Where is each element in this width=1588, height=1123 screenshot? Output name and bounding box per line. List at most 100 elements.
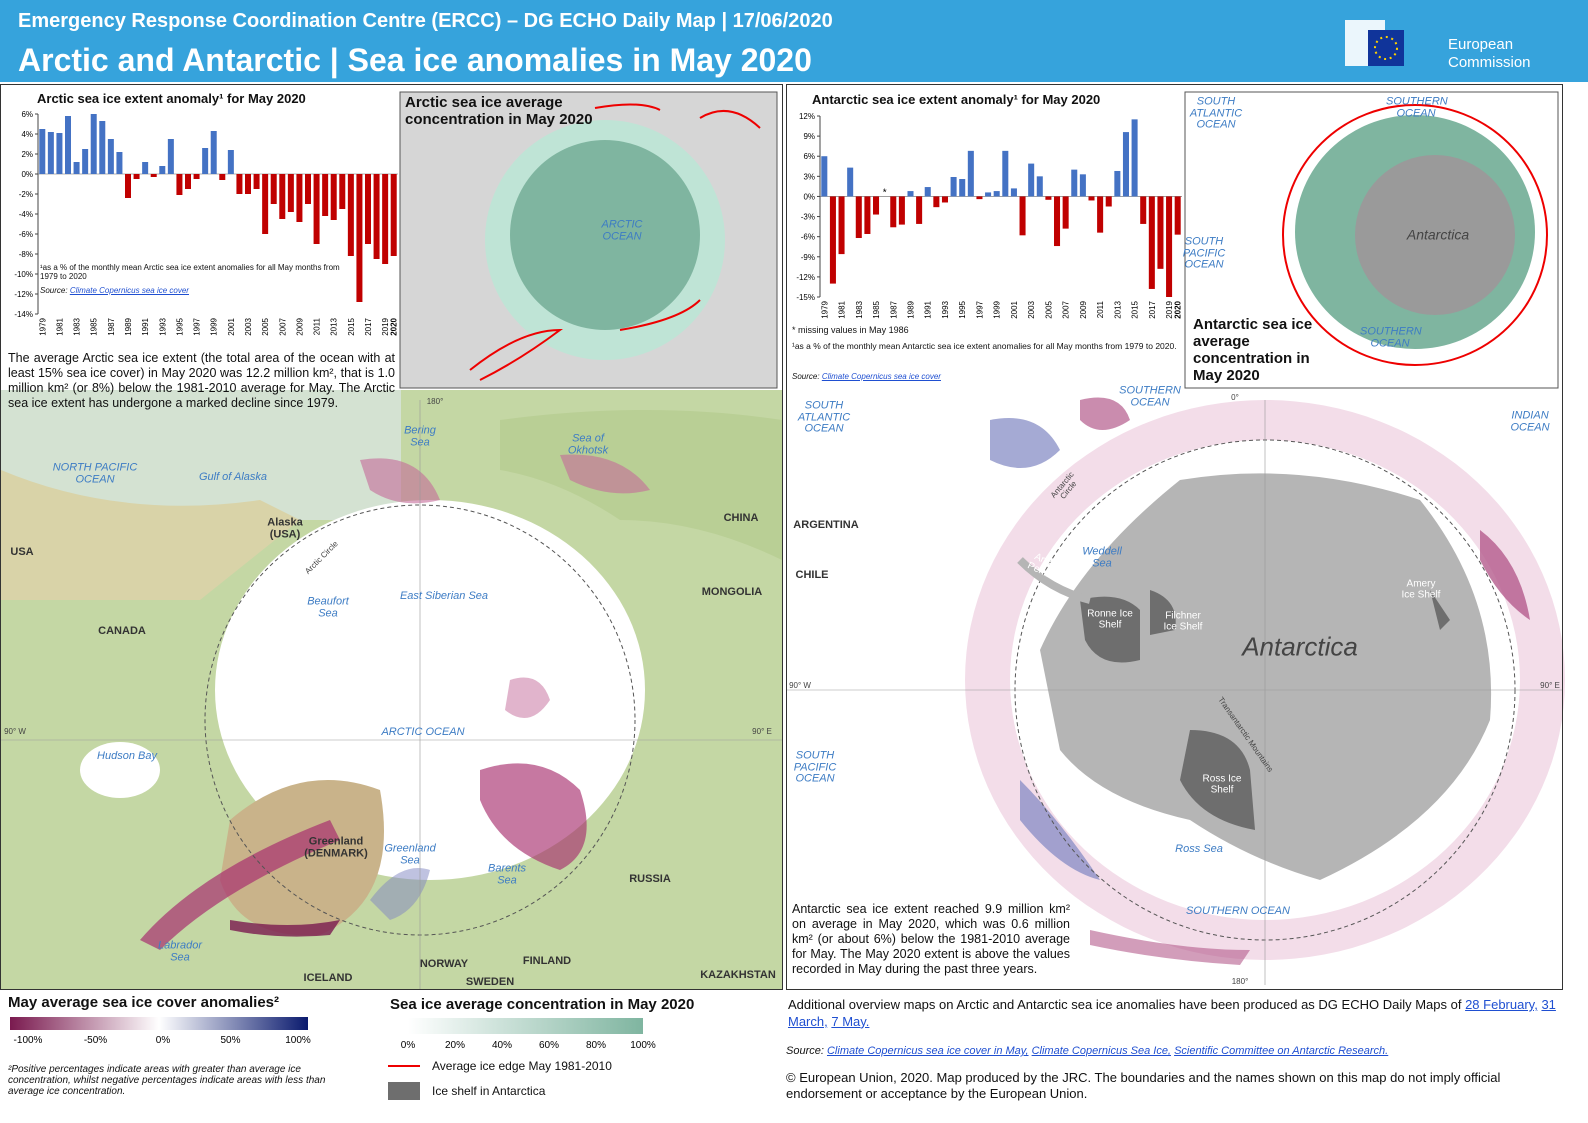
bar [339,174,346,209]
source-link[interactable]: Climate Copernicus Sea Ice, [1031,1045,1171,1057]
y-tick-label: -2% [19,190,33,199]
right-frame [786,84,1563,990]
map-label: Antarctica [1242,631,1358,662]
x-tick-label: 1995 [175,317,184,335]
map-label: ICELAND [303,972,353,985]
map-label: ARCTIC OCEAN [381,726,465,739]
legend-tick: 40% [491,1039,513,1051]
y-tick-label: 12% [799,112,815,121]
bar [1019,196,1026,236]
map-label: Filchner Ice Shelf [1163,610,1203,632]
map-label: Alaska (USA) [267,516,303,540]
inset-title: Arctic sea ice average concentration in … [405,94,593,128]
map-label: Gulf of Alaska [198,471,268,484]
more-link[interactable]: 31 March, [788,997,1556,1029]
y-tick-label: 0% [803,192,815,201]
x-tick-label: 2007 [1062,300,1071,318]
more-info: Additional overview maps on Arctic and A… [788,997,1568,1031]
bar [56,133,63,174]
bar [924,187,931,197]
bar [236,174,243,194]
x-tick-label: 1981 [838,300,847,318]
more-link[interactable]: 7 May. [831,1013,870,1029]
bar [305,174,311,204]
map-label: 180° [1231,976,1249,986]
x-tick-label: 1987 [107,317,116,335]
bar [227,150,234,174]
x-tick-label: 2009 [295,317,304,335]
x-tick-label: 2020 [390,317,399,335]
more-text: Additional overview maps on Arctic and A… [788,997,1462,1012]
bar [390,174,397,256]
y-tick-label: 3% [803,172,815,181]
legend-tick: 80% [585,1039,607,1051]
legend-item: Ice shelf in Antarctica [432,1084,546,1098]
header-bar [0,0,1588,82]
map-label: East Siberian Sea [399,590,489,603]
legend-tick: -100% [13,1034,43,1046]
map-label: 180° [426,396,444,406]
source-link[interactable]: Climate Copernicus sea ice cover [69,286,189,295]
source-link[interactable]: Climate Copernicus sea ice cover [821,372,941,381]
bar [829,196,836,284]
x-tick-label: 1985 [872,300,881,318]
map-label: Antarctica [1406,226,1470,243]
missing-marker: * [792,325,796,335]
bar [185,174,191,189]
legend-tick: 60% [538,1039,560,1051]
x-tick-label: 2019 [1165,300,1174,318]
legend-tick: 20% [444,1039,466,1051]
chart-source: Source: Climate Copernicus sea ice cover [40,286,189,295]
logo-stars [1374,36,1398,60]
y-tick-label: -6% [801,233,815,242]
map-label: 90° W [789,680,811,690]
left-frame [0,84,783,990]
bar [193,174,200,179]
map-label: 90° E [1540,680,1560,690]
x-tick-label: 1999 [210,317,219,335]
bar [167,139,174,174]
map-label: SOUTH PACIFIC OCEAN [793,749,837,785]
y-tick-label: -9% [801,253,815,262]
x-tick-label: 2001 [227,317,236,335]
map-label: INDIAN OCEAN [1510,409,1550,433]
legend-note: ²Positive percentages indicate areas wit… [8,1064,326,1097]
source-label: Source: [40,286,68,295]
anomaly-scale [10,1017,308,1030]
more-link[interactable]: 28 February, [1465,997,1538,1012]
map-label: Barents Sea [488,862,526,886]
y-tick-label: 0% [21,170,33,179]
x-tick-label: 2011 [313,317,322,335]
bar [202,148,209,174]
bar [90,114,97,174]
legend-tick: 100% [630,1039,656,1051]
y-tick-label: -6% [19,230,33,239]
bar [1071,169,1078,197]
bar [1148,196,1155,289]
x-tick-label: 1981 [55,317,64,335]
y-tick-label: -4% [19,210,33,219]
missing-note: * missing values in May 1986 [792,325,909,335]
missing-text: missing values in May 1986 [798,325,909,335]
y-tick-label: 6% [21,110,33,119]
map-label: CANADA [98,625,146,638]
bar [985,192,992,197]
legend-tick: 50% [220,1034,241,1046]
bar [142,162,149,174]
bar [838,196,845,255]
antarctic-text: Antarctic sea ice extent reached 9.9 mil… [792,902,1070,977]
source-link[interactable]: Scientific Committee on Antarctic Resear… [1174,1045,1389,1057]
bar [176,174,183,195]
x-tick-label: 2013 [330,317,339,335]
bar [1140,196,1147,224]
map-label: SOUTHERN OCEAN [1119,384,1181,408]
bar [150,174,157,177]
source-link[interactable]: Climate Copernicus sea ice cover in May, [826,1045,1029,1057]
x-tick-label: 2009 [1079,300,1088,318]
source-label: Source: [786,1045,824,1057]
x-tick-label: 2003 [1027,300,1036,318]
bar [270,174,277,204]
bar [287,174,294,212]
x-tick-label: 1997 [975,300,984,318]
legend-title: May average sea ice cover anomalies² [8,994,279,1011]
